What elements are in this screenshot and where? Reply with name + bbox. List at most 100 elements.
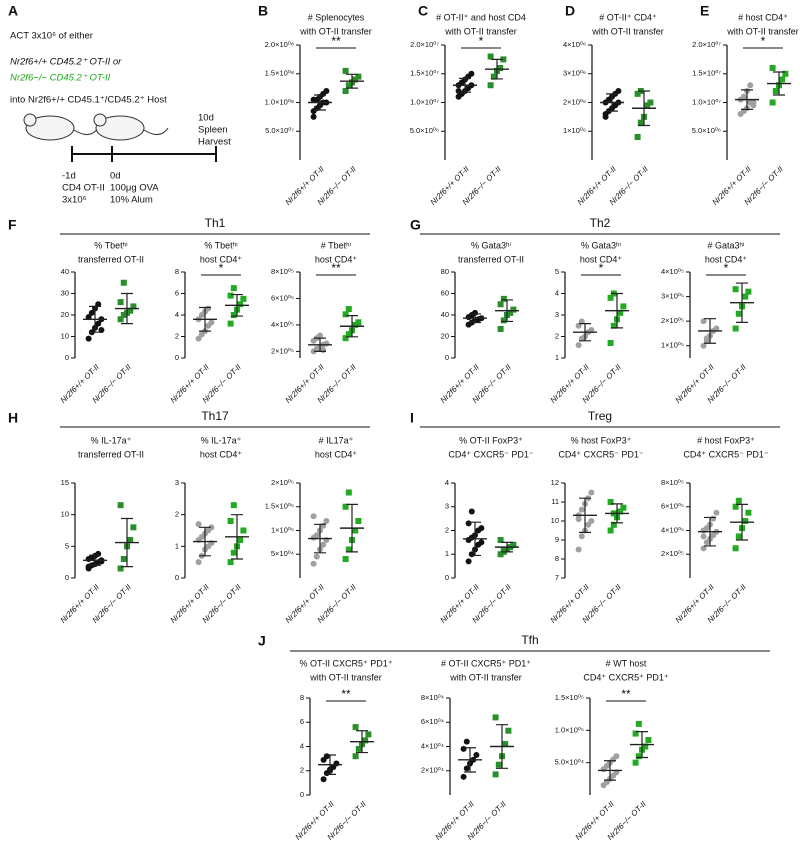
chart-title: host CD4⁺ xyxy=(315,449,358,459)
significance-label: * xyxy=(219,261,224,275)
data-point xyxy=(95,320,102,327)
dot-plot: % host FoxP3⁺CD4⁺ CXCR5⁻ PD1⁻789101112Nr… xyxy=(549,435,644,624)
y-tick-label: 5.0×10⁰⁷ xyxy=(265,126,294,135)
chart-title: CD4⁺ CXCR5⁺ PD1⁺ xyxy=(583,672,669,682)
chart-title: % IL-17a⁺ xyxy=(91,435,132,445)
data-point xyxy=(463,738,470,745)
chart-title: # WT host xyxy=(606,658,647,668)
error-bar xyxy=(231,514,243,560)
chart-title: % Gata3ʰⁱ xyxy=(471,240,511,250)
data-point xyxy=(237,537,244,543)
error-bar xyxy=(741,89,753,110)
y-tick-label: 1.5×10⁰⁷ xyxy=(692,69,721,78)
data-point xyxy=(575,546,582,553)
y-tick-label: 1 xyxy=(445,549,449,558)
data-point xyxy=(342,67,349,74)
data-point xyxy=(460,773,467,780)
data-point xyxy=(342,556,349,562)
y-tick-label: 1.5×10⁰⁵ xyxy=(555,693,584,702)
chart-title: transferred OT-II xyxy=(78,254,144,264)
y-tick-label: 11 xyxy=(551,497,559,506)
data-point xyxy=(497,301,504,308)
y-tick-label: 6 xyxy=(175,288,179,297)
y-tick-label: 20 xyxy=(441,331,449,340)
data-point xyxy=(637,119,644,126)
data-point xyxy=(320,541,327,548)
y-tick-label: 2 xyxy=(175,510,179,519)
dot-plot: % IL-17a⁺transferred OT-II051015Nr2f6+/+… xyxy=(59,435,144,624)
data-point xyxy=(117,565,124,572)
chart-title: with OT-II transfer xyxy=(591,26,664,36)
data-point xyxy=(117,316,124,323)
data-point xyxy=(710,515,717,522)
data-point xyxy=(769,65,776,71)
chart-title: transferred OT-II xyxy=(78,449,144,459)
data-point xyxy=(468,508,475,515)
y-tick-label: 0 xyxy=(445,573,449,582)
section-header: Th17 xyxy=(201,409,229,423)
dot-plot: # OT-II CXCR5⁺ PD1⁺ with OT-II transfer 2×… xyxy=(421,658,531,841)
schematic-text: -1d xyxy=(62,171,76,182)
y-tick-label: 4×10⁰⁴ xyxy=(421,741,444,750)
data-point xyxy=(352,76,359,83)
chart-title: host CD4⁺ xyxy=(200,254,243,264)
mouse-icon xyxy=(23,113,169,141)
data-point xyxy=(645,737,652,744)
data-point xyxy=(492,714,499,721)
data-point xyxy=(130,524,137,531)
data-point xyxy=(735,533,742,540)
chart-title: transferred OT-II xyxy=(458,254,524,264)
significance-label: * xyxy=(761,34,766,48)
data-point xyxy=(742,518,749,524)
schematic-text: 10% Alum xyxy=(110,195,153,206)
panel-letter: E xyxy=(700,3,709,19)
y-tick-label: 1×10⁰⁵ xyxy=(271,525,294,534)
data-point xyxy=(713,325,720,332)
y-tick-label: 7 xyxy=(555,573,559,582)
y-tick-label: 1.5×10⁰⁷ xyxy=(410,69,439,78)
y-tick-label: 1.0×10⁰⁷ xyxy=(410,97,439,106)
data-point xyxy=(732,503,739,510)
y-tick-label: 0 xyxy=(175,353,179,362)
data-point xyxy=(510,306,517,313)
data-point xyxy=(240,527,247,534)
data-point xyxy=(127,537,134,543)
y-tick-label: 4 xyxy=(300,741,304,750)
section-header: Tfh xyxy=(521,633,538,647)
schematic-text: ACT 3x10⁶ of either xyxy=(10,31,93,42)
chart-title: % IL-17a⁺ xyxy=(201,435,242,445)
data-point xyxy=(647,99,654,106)
dot-plot: # host CD4⁺ with OT-II transfer 5.0×10⁰⁶ 1.… xyxy=(692,12,799,206)
data-point xyxy=(507,309,514,316)
chart-title: # IL17a⁺ xyxy=(319,435,354,445)
data-point xyxy=(117,299,124,306)
schematic-text: Nr2f6+/+ CD45.2⁺ OT-II or xyxy=(10,57,122,68)
data-point xyxy=(700,342,707,349)
data-point xyxy=(313,532,320,539)
error-bar xyxy=(346,73,358,89)
y-tick-label: 12 xyxy=(551,478,559,487)
dot-plot: # host FoxP3⁺ CD4⁺ CXCR5⁻ PD1⁻ 2×10⁰⁵ 4×10⁰… xyxy=(661,435,769,624)
error-bar xyxy=(501,541,513,553)
data-point xyxy=(500,295,507,302)
data-point xyxy=(735,310,742,317)
y-tick-label: 10 xyxy=(551,516,559,525)
y-tick-label: 6 xyxy=(300,717,304,726)
chart-title: # OT-II CXCR5⁺ PD1⁺ xyxy=(441,658,531,668)
data-point xyxy=(635,753,642,760)
data-point xyxy=(732,325,739,332)
section-header: Th2 xyxy=(590,216,611,230)
y-tick-label: 6×10⁰⁵ xyxy=(271,293,294,302)
error-bar xyxy=(89,554,101,566)
data-point xyxy=(352,321,359,328)
error-bar xyxy=(314,337,326,352)
data-point xyxy=(632,759,639,766)
y-tick-label: 6×10⁰⁴ xyxy=(421,717,444,726)
schematic-text: 10d xyxy=(198,113,214,124)
y-tick-label: 0 xyxy=(445,353,449,362)
data-point xyxy=(352,753,359,760)
data-point xyxy=(127,307,134,314)
